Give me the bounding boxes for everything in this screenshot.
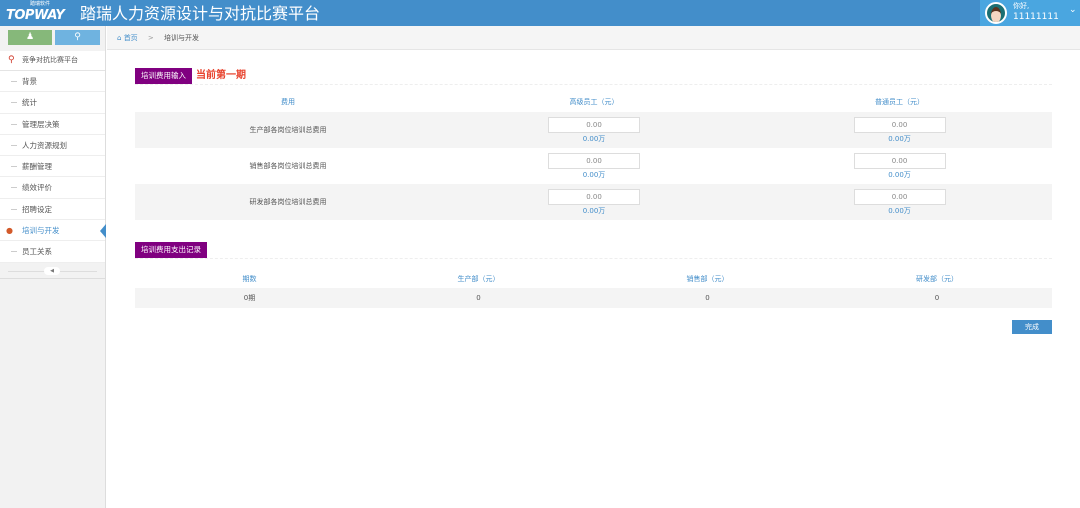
normal-fee-input[interactable] <box>853 116 946 133</box>
normal-wan: 0.00万 <box>888 170 911 179</box>
top-header: 踏瑞软件 TOPWAY 踏瑞人力资源设计与对抗比赛平台 你好, 11111111… <box>0 0 1080 26</box>
sidebar-platform[interactable]: ⚲ 竞争对抗比赛平台 <box>0 51 105 71</box>
col-header: 生产部（元） <box>457 274 500 283</box>
chevron-right-icon: > <box>147 34 154 42</box>
section-label: 培训费用输入 <box>135 68 192 84</box>
input-section-header: 培训费用输入 当前第一期 <box>135 66 1052 85</box>
col-header: 期数 <box>242 274 257 283</box>
sidebar-item-statistics[interactable]: 统计 <box>0 92 105 114</box>
chevron-down-icon[interactable]: ⌄ <box>1069 5 1077 15</box>
breadcrumb-current: 培训与开发 <box>164 34 200 42</box>
sidebar: ♟ ⚲ ⚲ 竞争对抗比赛平台 背景 统计 管理层决策 人力资源规划 薪酬管理 绩效… <box>0 26 106 508</box>
avatar <box>985 2 1007 24</box>
sidebar-item-training[interactable]: ● 培训与开发 <box>0 220 106 242</box>
senior-fee-input[interactable] <box>548 188 640 205</box>
app-title: 踏瑞人力资源设计与对抗比赛平台 <box>80 4 321 23</box>
logo-subtitle: 踏瑞软件 <box>30 1 51 7</box>
cell: 0 <box>364 288 593 308</box>
logo: TOPWAY <box>6 8 65 23</box>
sidebar-collapse: ◀ <box>0 263 105 279</box>
section-label: 培训费用支出记录 <box>135 242 207 258</box>
sidebar-item-salary[interactable]: 薪酬管理 <box>0 156 105 178</box>
user-menu[interactable]: 你好, 11111111 ⌄ <box>980 0 1080 26</box>
sidebar-item-hr-planning[interactable]: 人力资源规划 <box>0 135 105 157</box>
home-icon[interactable]: ⌂ <box>117 34 122 42</box>
normal-wan: 0.00万 <box>888 134 911 143</box>
cell: 0期 <box>135 288 364 308</box>
col-header: 销售部（元） <box>686 274 729 283</box>
sidebar-item-recruit[interactable]: 招聘设定 <box>0 199 105 221</box>
current-period: 当前第一期 <box>196 70 246 81</box>
col-header: 普通员工（元） <box>875 98 924 106</box>
training-record-table: 期数 生产部（元） 销售部（元） 研发部（元） 0期 0 0 0 <box>135 269 1052 308</box>
normal-fee-input[interactable] <box>853 152 946 169</box>
sidebar-item-performance[interactable]: 绩效评价 <box>0 177 105 199</box>
sidebar-item-relations[interactable]: 员工关系 <box>0 241 105 263</box>
breadcrumb-home[interactable]: 首页 <box>123 34 138 42</box>
row-label: 销售部各岗位培训总费用 <box>249 162 327 170</box>
training-input-table: 费用 高级员工（元） 普通员工（元） 生产部各岗位培训总费用 0.00万 0.00万… <box>135 92 1052 220</box>
sidebar-item-management[interactable]: 管理层决策 <box>0 114 105 135</box>
username: 11111111 <box>1013 12 1059 22</box>
col-header: 费用 <box>281 98 295 106</box>
done-button[interactable]: 完成 <box>1012 320 1052 334</box>
senior-wan: 0.00万 <box>582 206 606 215</box>
normal-fee-input[interactable] <box>853 188 946 205</box>
senior-wan: 0.00万 <box>582 134 606 143</box>
table-row: 销售部各岗位培训总费用 0.00万 0.00万 <box>135 148 1052 184</box>
user-icon[interactable]: ♟ <box>8 30 52 45</box>
cell: 0 <box>593 288 822 308</box>
trophy-icon[interactable]: ⚲ <box>55 30 100 45</box>
col-header: 高级员工（元） <box>569 98 619 106</box>
collapse-icon[interactable]: ◀ <box>44 267 60 275</box>
normal-wan: 0.00万 <box>888 206 911 215</box>
trophy-icon: ⚲ <box>8 55 15 65</box>
record-section-header: 培训费用支出记录 <box>135 242 1052 259</box>
senior-fee-input[interactable] <box>548 152 640 169</box>
greeting: 你好, <box>1013 2 1030 10</box>
senior-fee-input[interactable] <box>548 116 640 133</box>
row-label: 生产部各岗位培训总费用 <box>135 112 441 148</box>
senior-wan: 0.00万 <box>582 170 606 179</box>
training-icon: ● <box>6 226 13 236</box>
col-header: 研发部（元） <box>916 274 958 283</box>
cell: 0 <box>822 288 1052 308</box>
breadcrumb: ⌂ 首页 > 培训与开发 <box>107 26 1080 50</box>
table-row: 研发部各岗位培训总费用 0.00万 0.00万 <box>135 184 1052 220</box>
table-row: 0期 0 0 0 <box>135 288 1052 308</box>
row-label: 研发部各岗位培训总费用 <box>135 184 441 220</box>
sidebar-item-background[interactable]: 背景 <box>0 71 105 93</box>
table-row: 生产部各岗位培训总费用 0.00万 0.00万 <box>135 112 1052 148</box>
